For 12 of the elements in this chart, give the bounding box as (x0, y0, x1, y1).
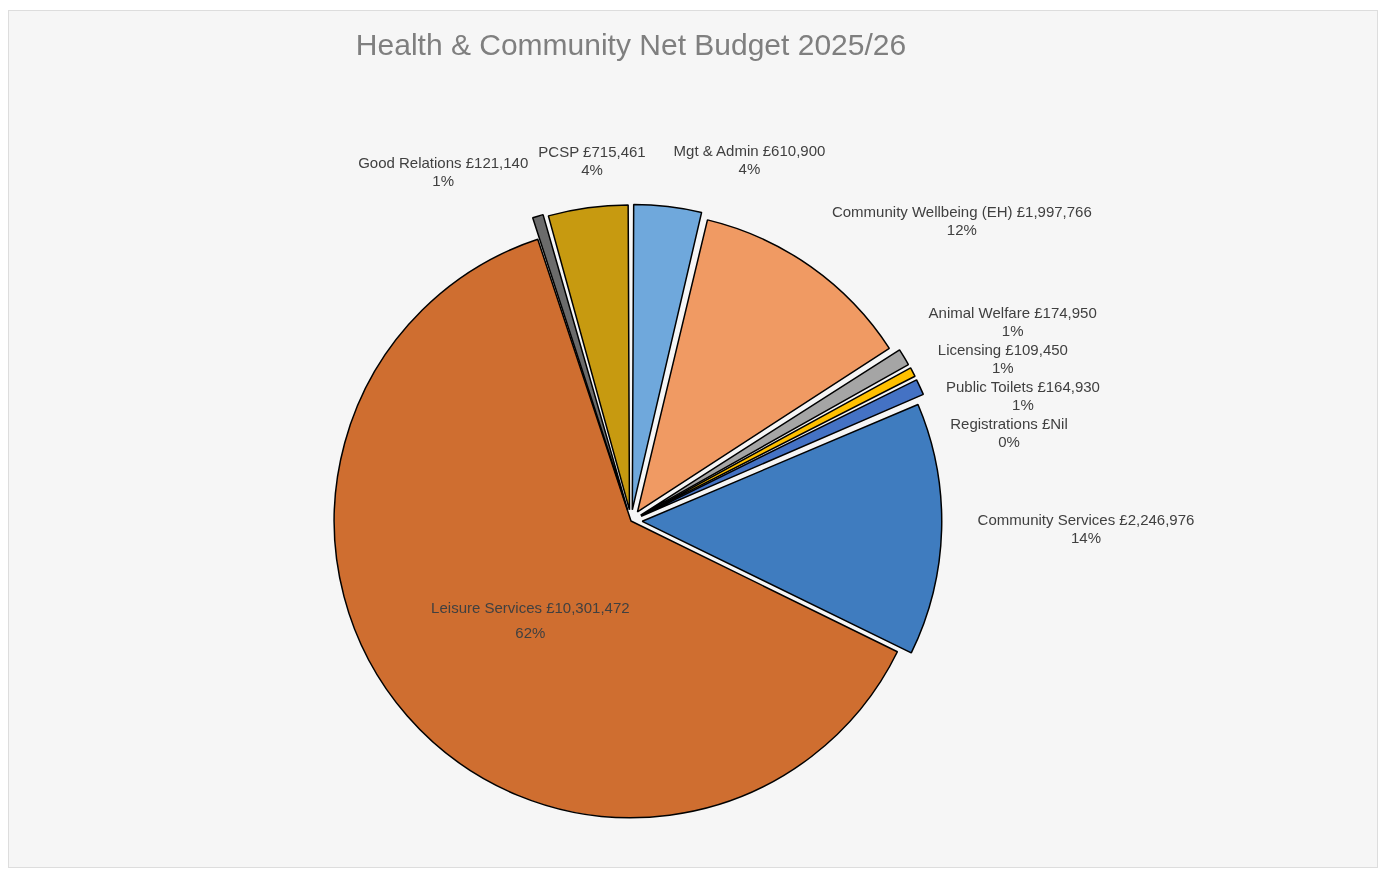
chart-title: Health & Community Net Budget 2025/26 (355, 28, 907, 62)
slice-label: Mgt & Admin £610,900 4% (673, 141, 826, 177)
slice-label: Community Wellbeing (EH) £1,997,766 12% (831, 202, 1092, 238)
slice-label: Public Toilets £164,930 1% (945, 378, 1100, 414)
slice-label: Good Relations £121,140 1% (358, 154, 529, 190)
slice-label: Leisure Services £10,301,472 62% (431, 598, 630, 641)
slice-label: Animal Welfare £174,950 1% (928, 304, 1097, 340)
slice-label: Community Services £2,246,976 14% (977, 511, 1195, 547)
slice-label: Licensing £109,450 1% (937, 341, 1068, 377)
category-label: Registrations £Nil (950, 415, 1068, 433)
slice-label: PCSP £715,461 4% (538, 142, 646, 178)
text: 0% (998, 433, 1020, 451)
